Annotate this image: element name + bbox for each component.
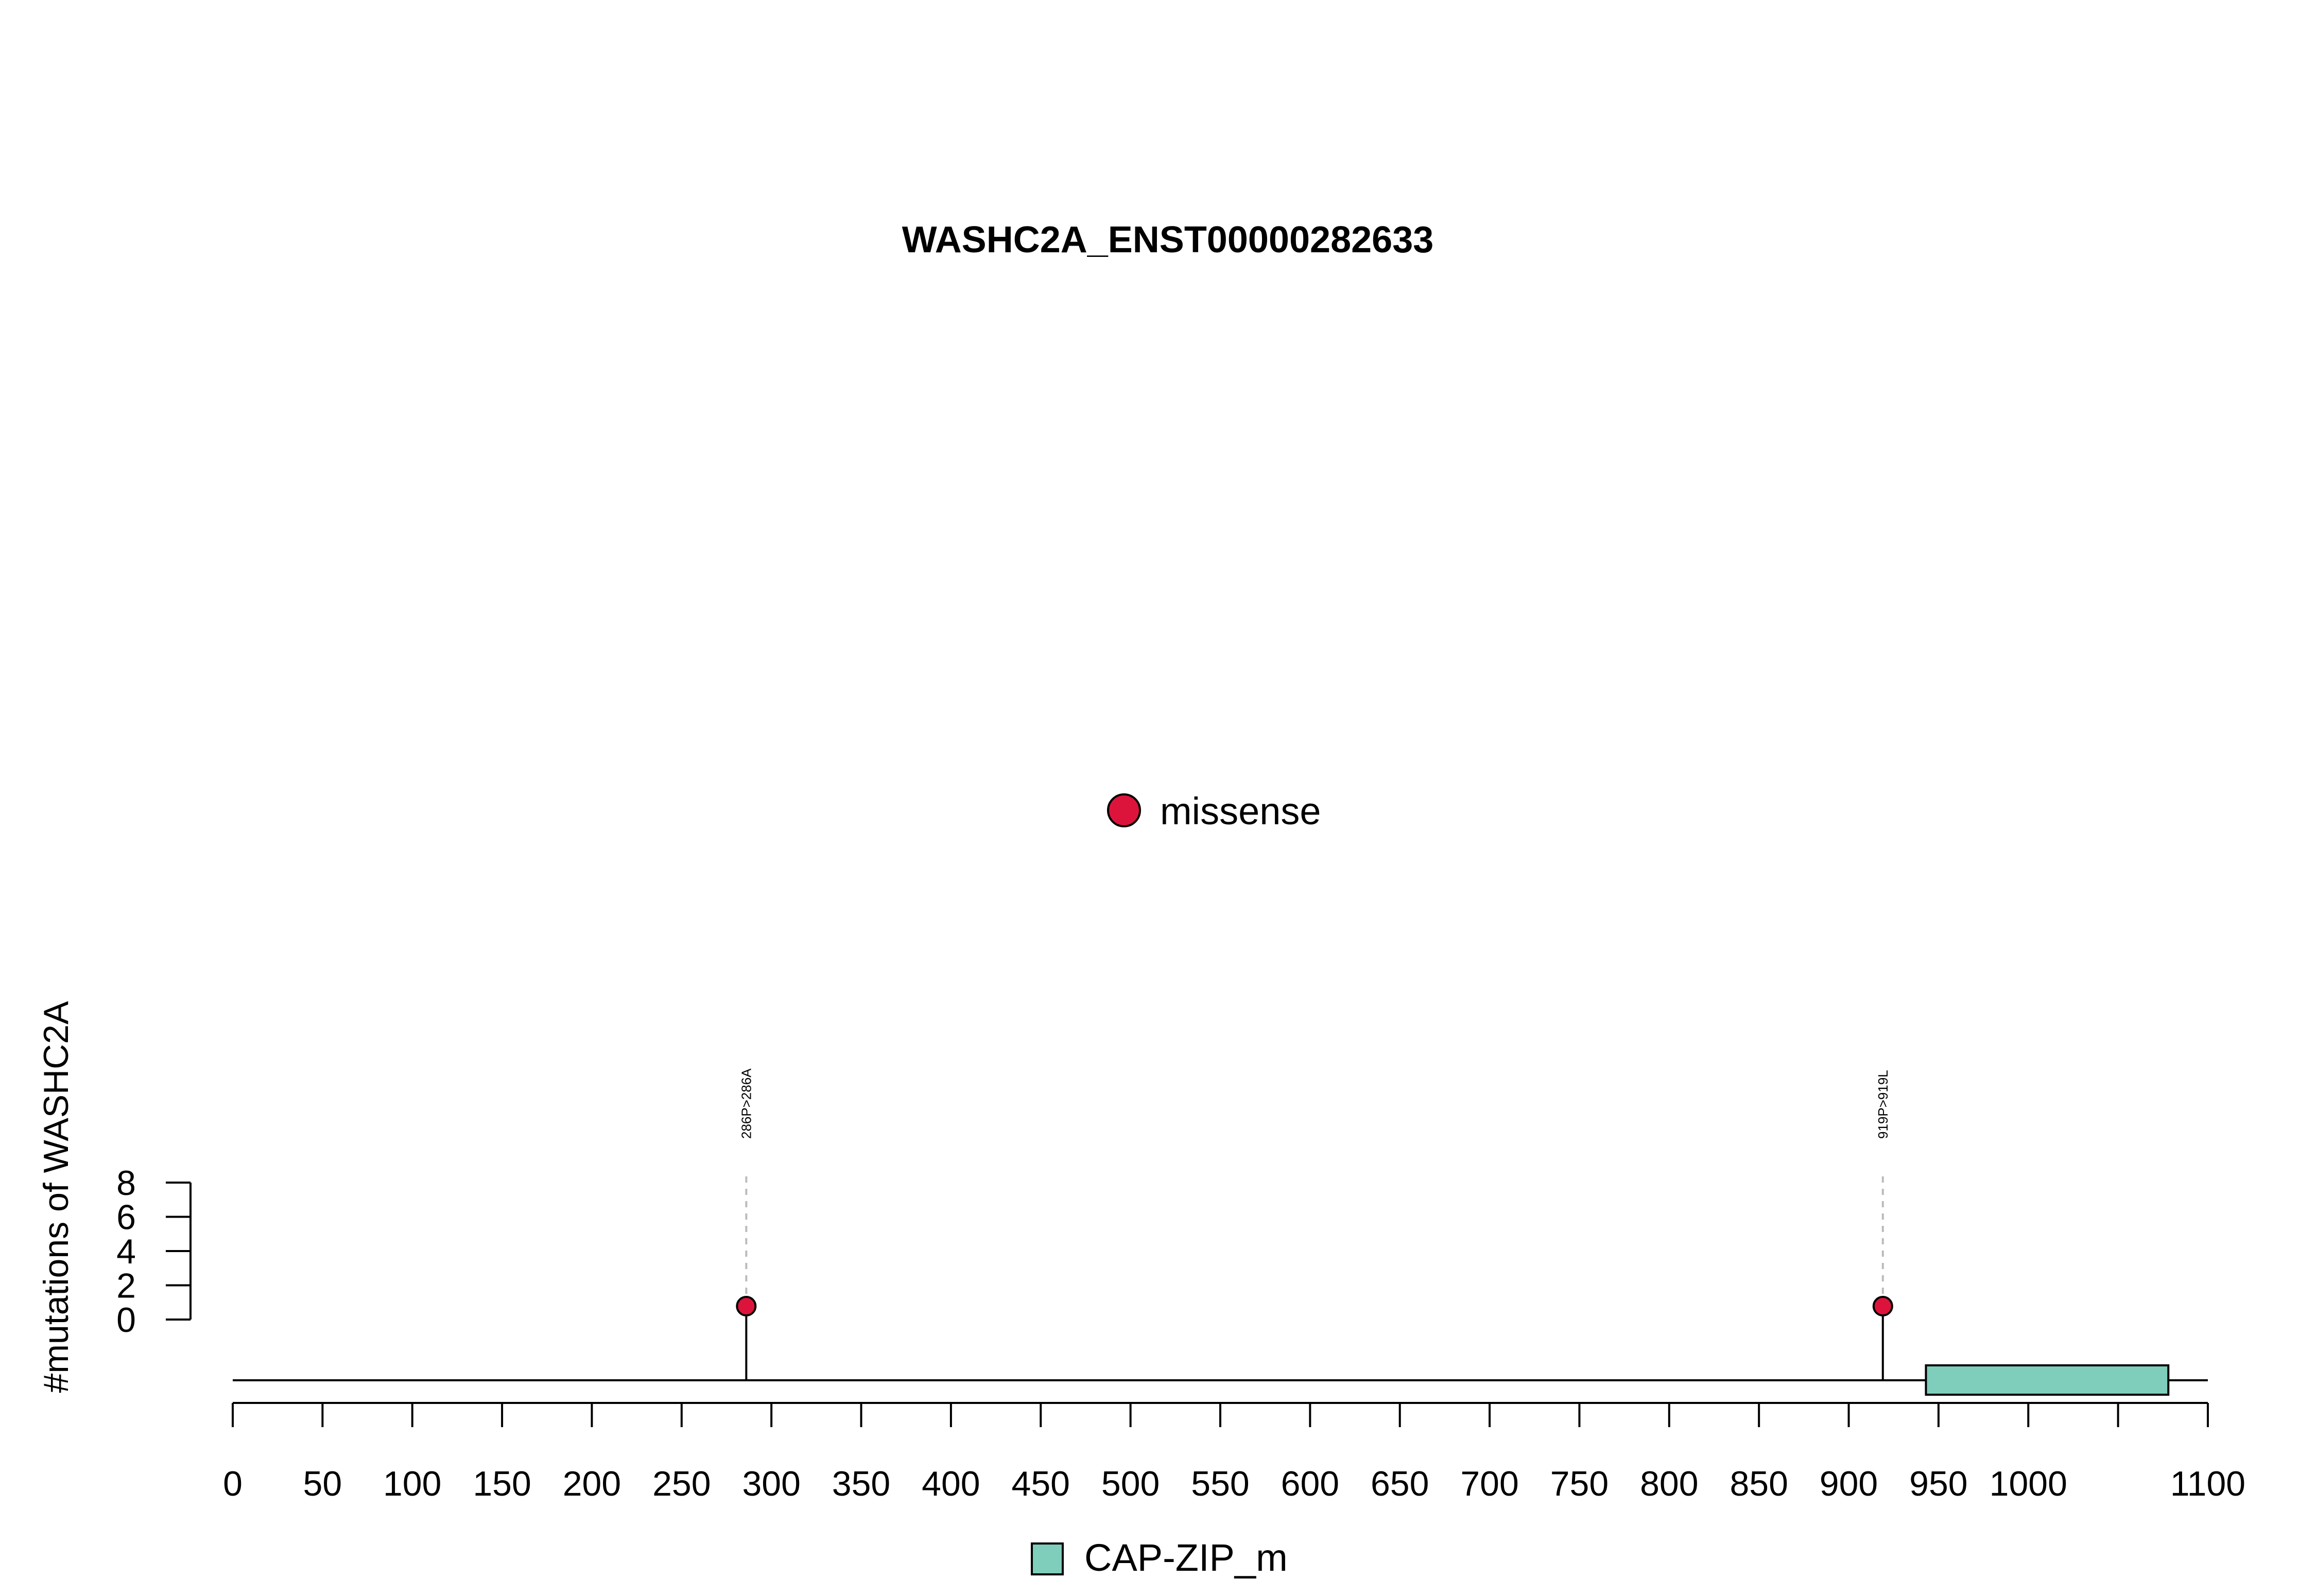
y-tick-label: 4 bbox=[116, 1232, 136, 1271]
x-tick-label: 800 bbox=[1640, 1464, 1698, 1503]
mutation-point bbox=[736, 1296, 757, 1316]
x-tick-label: 650 bbox=[1371, 1464, 1429, 1503]
chart-title: WASHC2A_ENST00000282633 bbox=[902, 219, 1434, 261]
y-tick-label: 8 bbox=[116, 1164, 136, 1203]
x-tick-label: 350 bbox=[832, 1464, 890, 1503]
x-tick-label: 400 bbox=[922, 1464, 980, 1503]
y-tick-label: 6 bbox=[116, 1198, 136, 1237]
legend-marker-domain bbox=[1031, 1542, 1064, 1575]
x-tick-label: 1100 bbox=[2170, 1464, 2245, 1503]
x-tick-label: 50 bbox=[303, 1464, 342, 1503]
legend-label-missense: missense bbox=[1160, 790, 1321, 832]
x-axis: 0 50 100 150 200 250 300 350 400 450 500 550 600 650 7… bbox=[223, 1402, 2245, 1503]
x-tick-label: 250 bbox=[652, 1464, 711, 1503]
mutation-label: 286P>286A bbox=[738, 1068, 754, 1139]
legend-marker-missense bbox=[1107, 793, 1141, 827]
x-tick-label: 300 bbox=[742, 1464, 800, 1503]
x-tick-label: 850 bbox=[1730, 1464, 1788, 1503]
x-tick-label: 900 bbox=[1820, 1464, 1878, 1503]
x-tick-label: 450 bbox=[1012, 1464, 1070, 1503]
x-tick-label: 600 bbox=[1281, 1464, 1339, 1503]
x-tick-label: 950 bbox=[1909, 1464, 1967, 1503]
x-tick-label: 750 bbox=[1550, 1464, 1609, 1503]
x-tick-label: 100 bbox=[383, 1464, 441, 1503]
mutation-legend: missense bbox=[1107, 790, 1321, 832]
mutation-point bbox=[1872, 1296, 1893, 1316]
x-tick-label: 200 bbox=[563, 1464, 621, 1503]
mutation-layer: 286P>286A 919P>919L bbox=[736, 1068, 1893, 1380]
domain-layer bbox=[1925, 1364, 2170, 1396]
x-tick-label: 500 bbox=[1101, 1464, 1160, 1503]
mutation-label: 919P>919L bbox=[1875, 1070, 1891, 1139]
x-tick-label: 700 bbox=[1460, 1464, 1518, 1503]
domain-legend: CAP-ZIP_m bbox=[1031, 1536, 1288, 1579]
domain-rect bbox=[1925, 1364, 2170, 1396]
x-tick-label: 1000 bbox=[1990, 1464, 2067, 1503]
y-axis-label: #mutations of WASHC2A bbox=[37, 1001, 76, 1393]
x-tick-label: 150 bbox=[473, 1464, 531, 1503]
y-tick-label: 2 bbox=[116, 1267, 136, 1306]
x-tick-label: 550 bbox=[1191, 1464, 1249, 1503]
legend-label-domain: CAP-ZIP_m bbox=[1084, 1536, 1288, 1579]
x-tick-label: 0 bbox=[223, 1464, 243, 1503]
y-tick-label: 0 bbox=[116, 1300, 136, 1340]
